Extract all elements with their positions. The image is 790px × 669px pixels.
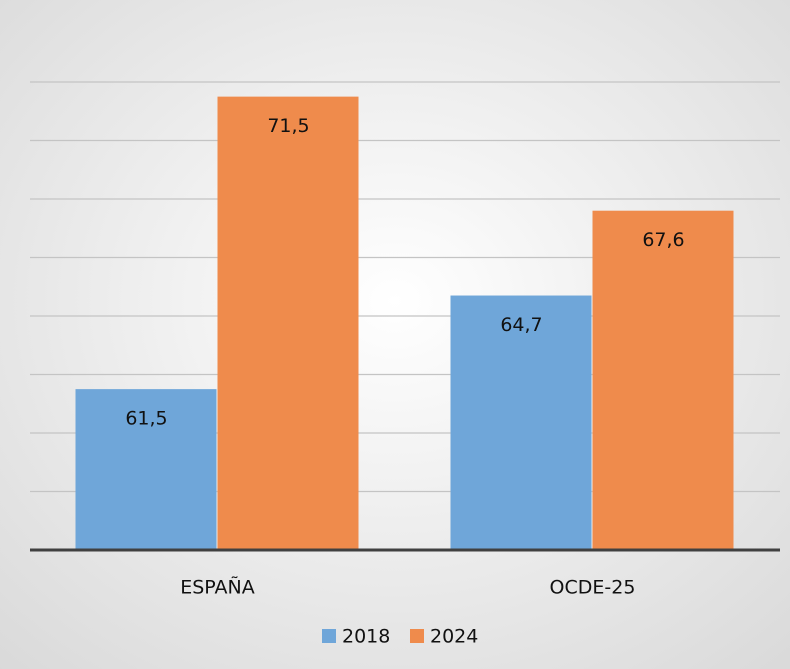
- bar: [450, 295, 592, 550]
- legend-label: 2024: [430, 626, 478, 648]
- x-tick-label: ESPAÑA: [180, 576, 255, 599]
- legend-swatch: [322, 629, 336, 643]
- x-tick-label: OCDE-25: [550, 577, 636, 599]
- legend-label: 2018: [342, 626, 390, 648]
- data-label: 64,7: [500, 314, 542, 336]
- data-label: 67,6: [642, 229, 684, 251]
- legend-swatch: [410, 629, 424, 643]
- data-label: 71,5: [267, 115, 309, 137]
- data-label: 61,5: [125, 408, 167, 430]
- bar: [592, 210, 734, 550]
- bar: [217, 96, 359, 550]
- bar: [75, 389, 217, 550]
